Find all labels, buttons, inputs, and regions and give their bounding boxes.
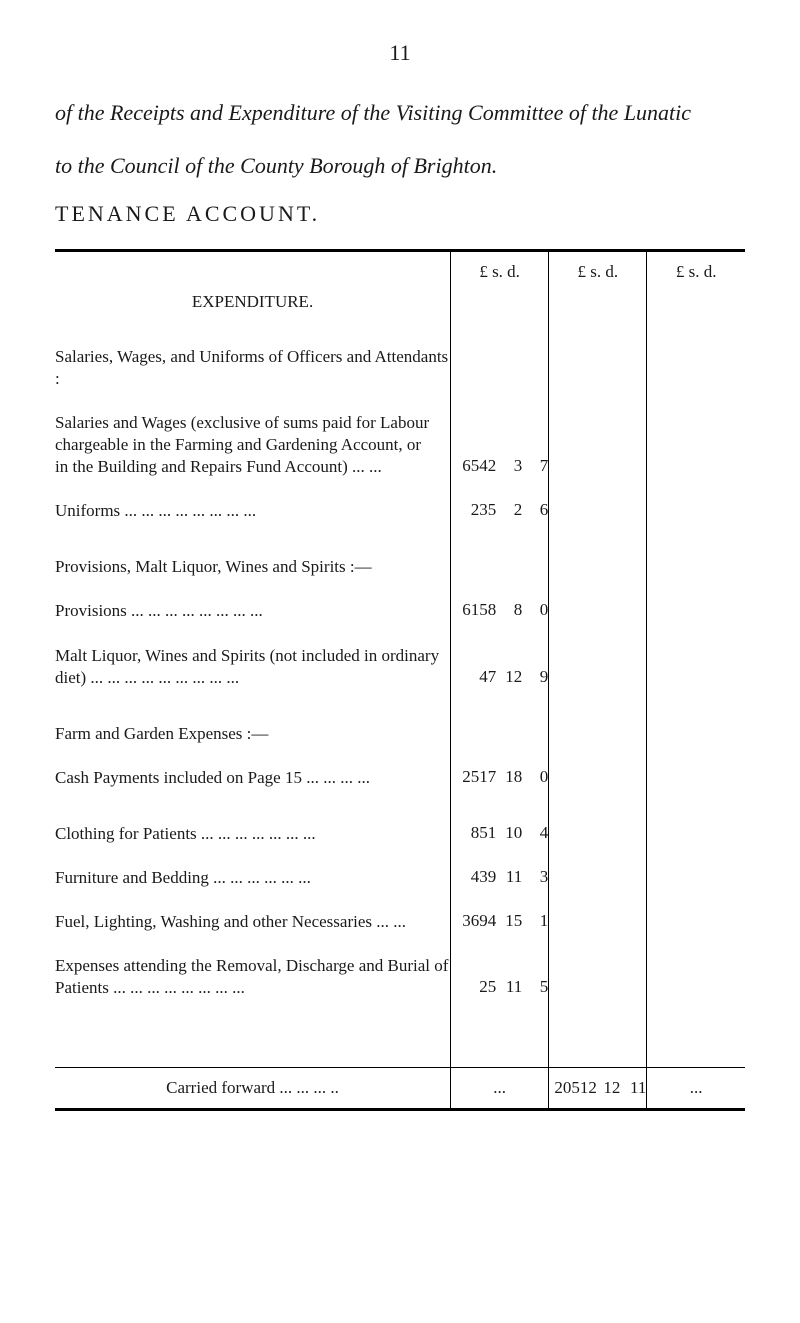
farm-heading: Farm and Garden Expenses :— bbox=[55, 723, 450, 745]
intro-line-2-text: to the Council of the County Borough of … bbox=[55, 153, 497, 178]
removal-line1: Expenses attending the Removal, Discharg… bbox=[55, 955, 450, 977]
provisions-label: Provisions ... ... ... ... ... ... ... .… bbox=[55, 600, 450, 622]
fuel-row: Fuel, Lighting, Washing and other Necess… bbox=[55, 911, 745, 933]
cash-amount: 2517180 bbox=[451, 767, 549, 789]
uniforms-amount: 23526 bbox=[451, 500, 549, 522]
rule-bottom bbox=[55, 1108, 745, 1111]
cash-label: Cash Payments included on Page 15 ... ..… bbox=[55, 767, 450, 789]
furniture-row: Furniture and Bedding ... ... ... ... ..… bbox=[55, 867, 745, 889]
malt-line1: Malt Liquor, Wines and Spirits (not incl… bbox=[55, 645, 450, 667]
furniture-amount: 439113 bbox=[451, 867, 549, 889]
removal-line2: Patients ... ... ... ... ... ... ... ... bbox=[55, 977, 450, 999]
removal-l2: Patients ... ... ... ... ... ... ... ...… bbox=[55, 977, 745, 999]
header-empty bbox=[55, 252, 451, 292]
header-col2: £ s. d. bbox=[549, 252, 647, 292]
expenditure-heading-row: EXPENDITURE. bbox=[55, 292, 745, 312]
clothing-amount: 851104 bbox=[451, 823, 549, 845]
provisions-heading: Provisions, Malt Liquor, Wines and Spiri… bbox=[55, 556, 450, 578]
expenditure-heading: EXPENDITURE. bbox=[55, 292, 451, 312]
salaries-sub1-line2: chargeable in the Farming and Gardening … bbox=[55, 434, 450, 456]
page-number: 11 bbox=[55, 40, 745, 66]
uniforms-row: Uniforms ... ... ... ... ... ... ... ...… bbox=[55, 500, 745, 522]
salaries-heading: Salaries, Wages, and Uniforms of Officer… bbox=[55, 346, 450, 390]
salaries-sub1-line3: in the Building and Repairs Fund Account… bbox=[55, 456, 450, 478]
salaries-sub1-l1: Salaries and Wages (exclusive of sums pa… bbox=[55, 412, 745, 434]
malt-amount: 47129 bbox=[451, 667, 549, 689]
salaries-heading-row: Salaries, Wages, and Uniforms of Officer… bbox=[55, 346, 745, 390]
document-page: 11 of the Receipts and Expenditure of th… bbox=[0, 0, 800, 1323]
farm-heading-row: Farm and Garden Expenses :— bbox=[55, 723, 745, 745]
provisions-amount: 615880 bbox=[451, 600, 549, 622]
cash-row: Cash Payments included on Page 15 ... ..… bbox=[55, 767, 745, 789]
malt-l2: diet) ... ... ... ... ... ... ... ... ..… bbox=[55, 667, 745, 689]
header-col3: £ s. d. bbox=[647, 252, 745, 292]
intro-line-1: of the Receipts and Expenditure of the V… bbox=[55, 94, 745, 131]
salaries-sub1-amount: 654237 bbox=[451, 456, 549, 478]
removal-l1: Expenses attending the Removal, Discharg… bbox=[55, 955, 745, 977]
section-title: TENANCE ACCOUNT. bbox=[55, 201, 745, 227]
carried-label: Carried forward ... ... ... .. bbox=[55, 1068, 451, 1108]
salaries-sub1-l3: in the Building and Repairs Fund Account… bbox=[55, 456, 745, 478]
removal-amount: 25115 bbox=[451, 977, 549, 999]
salaries-sub1-line1: Salaries and Wages (exclusive of sums pa… bbox=[55, 412, 450, 434]
intro-line-1-text: of the Receipts and Expenditure of the V… bbox=[55, 100, 691, 125]
table-header-row: £ s. d. £ s. d. £ s. d. bbox=[55, 252, 745, 292]
carried-col1: ... bbox=[451, 1068, 549, 1108]
fuel-label: Fuel, Lighting, Washing and other Necess… bbox=[55, 911, 450, 933]
header-col1: £ s. d. bbox=[451, 252, 549, 292]
malt-line2: diet) ... ... ... ... ... ... ... ... ..… bbox=[55, 667, 450, 689]
provisions-row: Provisions ... ... ... ... ... ... ... .… bbox=[55, 600, 745, 622]
expenditure-table: £ s. d. £ s. d. £ s. d. EXPENDITURE. Sal… bbox=[55, 252, 745, 1109]
malt-l1: Malt Liquor, Wines and Spirits (not incl… bbox=[55, 645, 745, 667]
uniforms-label: Uniforms ... ... ... ... ... ... ... ... bbox=[55, 500, 450, 522]
intro-line-2: to the Council of the County Borough of … bbox=[55, 147, 745, 184]
fuel-amount: 3694151 bbox=[451, 911, 549, 933]
carried-forward-row: Carried forward ... ... ... .. ... 20512… bbox=[55, 1068, 745, 1108]
clothing-row: Clothing for Patients ... ... ... ... ..… bbox=[55, 823, 745, 845]
clothing-label: Clothing for Patients ... ... ... ... ..… bbox=[55, 823, 450, 845]
salaries-sub1-l2: chargeable in the Farming and Gardening … bbox=[55, 434, 745, 456]
provisions-heading-row: Provisions, Malt Liquor, Wines and Spiri… bbox=[55, 556, 745, 578]
carried-col3: ... bbox=[647, 1068, 745, 1108]
gap bbox=[55, 312, 745, 346]
furniture-label: Furniture and Bedding ... ... ... ... ..… bbox=[55, 867, 450, 889]
carried-col2: 205121211 bbox=[549, 1068, 647, 1108]
